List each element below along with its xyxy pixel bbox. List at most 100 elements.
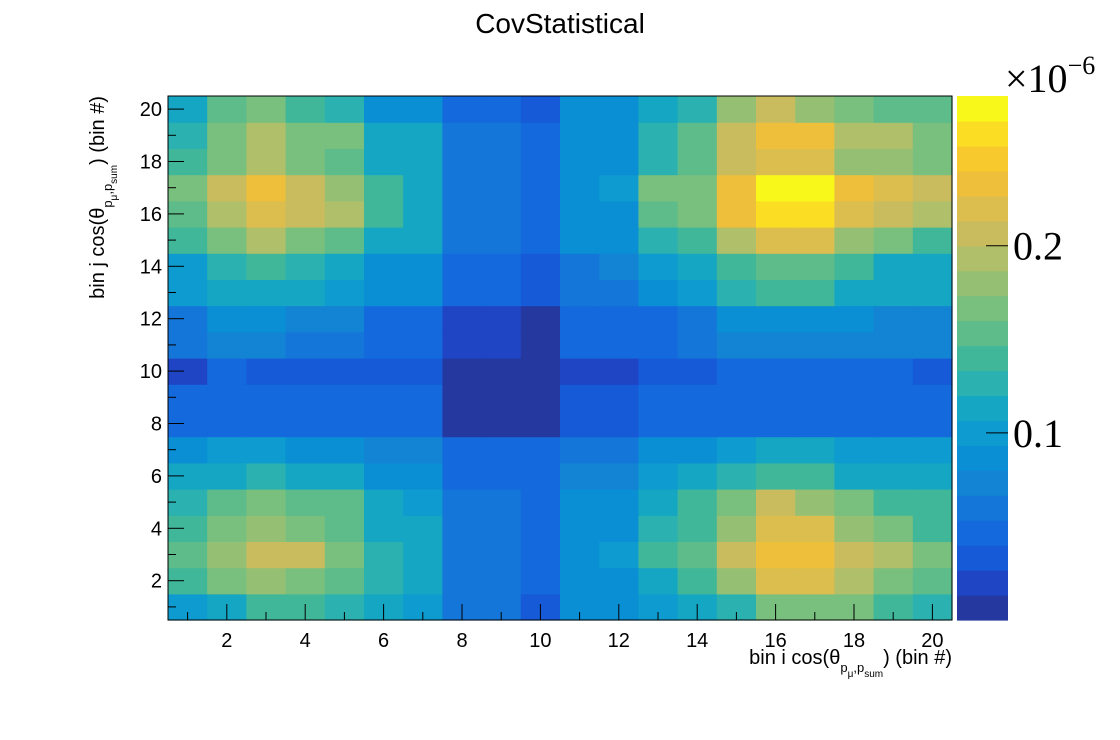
heatmap-cell: [285, 174, 326, 202]
heatmap-cell: [677, 174, 718, 202]
heatmap-cell: [481, 358, 522, 385]
heatmap-cell: [677, 410, 718, 438]
heatmap-cell: [364, 515, 404, 542]
heatmap-cell: [481, 462, 522, 490]
heatmap-cell: [834, 384, 875, 411]
heatmap-cell: [207, 253, 247, 280]
heatmap-cell: [285, 515, 326, 542]
heatmap-cell: [364, 200, 404, 228]
heatmap-cell: [246, 331, 287, 359]
heatmap-cell: [207, 279, 247, 307]
heatmap-cell: [442, 227, 483, 254]
heatmap-cell: [677, 122, 718, 149]
heatmap-cell: [716, 489, 757, 516]
heatmap-cell: [677, 358, 718, 385]
heatmap-cell: [873, 515, 914, 542]
heatmap-cell: [246, 541, 287, 569]
heatmap-cell: [285, 384, 326, 411]
heatmap-cell: [912, 331, 953, 359]
heatmap-cell: [442, 279, 483, 307]
heatmap-cell: [834, 227, 875, 254]
heatmap-cell: [442, 96, 483, 123]
heatmap-cell: [756, 200, 796, 228]
heatmap-cell: [520, 279, 561, 307]
heatmap-cell: [324, 358, 365, 385]
heatmap-cell: [599, 567, 639, 595]
y-tick-label: 8: [151, 414, 162, 436]
heatmap-cell: [873, 148, 914, 176]
heatmap-cell: [481, 174, 522, 202]
y-tick-label: 14: [140, 256, 162, 278]
heatmap-cell: [364, 384, 404, 411]
heatmap-cell: [873, 436, 914, 464]
heatmap-cell: [560, 305, 600, 333]
heatmap-cell: [834, 148, 875, 176]
heatmap-cell: [560, 489, 600, 516]
heatmap-cell: [246, 410, 287, 438]
heatmap-cell: [834, 436, 875, 464]
heatmap-cell: [246, 200, 287, 228]
heatmap-cell: [834, 174, 875, 202]
heatmap-cell: [520, 515, 561, 542]
heatmap-cell: [599, 253, 639, 280]
heatmap-cell: [795, 148, 835, 176]
y-tick-label: 4: [151, 518, 162, 540]
heatmap-cell: [795, 567, 835, 595]
heatmap-cell: [324, 227, 365, 254]
heatmap-cell: [716, 174, 757, 202]
heatmap-cell: [638, 515, 679, 542]
heatmap-cell: [364, 279, 404, 307]
heatmap-cell: [246, 174, 287, 202]
heatmap-cell: [403, 410, 443, 438]
heatmap-cell: [520, 331, 561, 359]
axis-ticks: [168, 108, 933, 620]
heatmap-cell: [795, 174, 835, 202]
heatmap-cell: [716, 541, 757, 569]
heatmap-cell: [481, 567, 522, 595]
color-scale-swatch: [957, 445, 1008, 471]
heatmap-cell: [638, 279, 679, 307]
heatmap-cell: [364, 541, 404, 569]
heatmap-cell: [520, 541, 561, 569]
heatmap-cell: [207, 148, 247, 176]
heatmap-cell: [912, 515, 953, 542]
color-scale: [957, 96, 1008, 621]
heatmap-cell: [364, 358, 404, 385]
z-exponent-label: ×10−6: [1005, 51, 1095, 101]
heatmap-cell: [638, 541, 679, 569]
heatmap-cell: [638, 567, 679, 595]
heatmap-cell: [677, 462, 718, 490]
heatmap-cell: [795, 384, 835, 411]
heatmap-cell: [756, 174, 796, 202]
heatmap-cell: [520, 384, 561, 411]
heatmap-cell: [364, 174, 404, 202]
heatmap-cell: [716, 436, 757, 464]
heatmap-cell: [403, 122, 443, 149]
heatmap-cell: [364, 148, 404, 176]
heatmap-cell: [520, 305, 561, 333]
heatmap-cell: [599, 331, 639, 359]
heatmap-cell: [638, 96, 679, 123]
heatmap-cell: [912, 358, 953, 385]
heatmap-cell: [599, 200, 639, 228]
heatmap-cell: [520, 410, 561, 438]
heatmap-cell: [364, 331, 404, 359]
color-scale-swatch: [957, 170, 1008, 197]
heatmap-cell: [873, 567, 914, 595]
heatmap-cell: [246, 148, 287, 176]
heatmap-cell: [716, 384, 757, 411]
heatmap-cell: [246, 96, 287, 123]
heatmap-cell: [403, 148, 443, 176]
heatmap-cell: [207, 96, 247, 123]
heatmap-cell: [364, 489, 404, 516]
x-tick-label: 18: [843, 630, 865, 652]
z-tick-label: 0.1: [1013, 411, 1063, 456]
heatmap-cell: [756, 122, 796, 149]
color-scale-swatch: [957, 270, 1008, 297]
y-tick-label: 10: [140, 361, 162, 383]
heatmap-cell: [403, 174, 443, 202]
heatmap-cell: [324, 174, 365, 202]
heatmap-cell: [638, 148, 679, 176]
